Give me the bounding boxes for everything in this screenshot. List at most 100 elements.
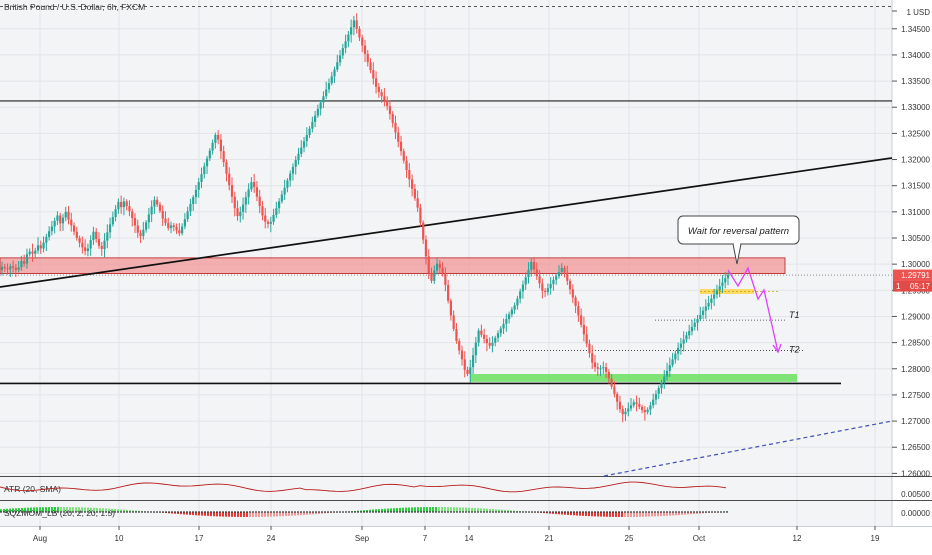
candle-body[interactable] bbox=[145, 222, 147, 229]
candle-body[interactable] bbox=[494, 338, 496, 343]
candle-body[interactable] bbox=[444, 273, 446, 285]
candle-body[interactable] bbox=[203, 166, 205, 174]
candle-body[interactable] bbox=[231, 185, 233, 197]
candle-body[interactable] bbox=[658, 388, 660, 394]
candle-body[interactable] bbox=[525, 277, 527, 284]
candle-body[interactable] bbox=[336, 62, 338, 69]
candle-body[interactable] bbox=[464, 359, 466, 369]
candle-body[interactable] bbox=[264, 216, 266, 222]
candle-body[interactable] bbox=[422, 223, 424, 240]
candle-body[interactable] bbox=[345, 41, 347, 48]
candle-body[interactable] bbox=[647, 410, 649, 413]
candle-body[interactable] bbox=[408, 170, 410, 179]
candle-body[interactable] bbox=[696, 319, 698, 323]
candle-body[interactable] bbox=[120, 202, 122, 207]
candle-body[interactable] bbox=[699, 315, 701, 319]
candle-body[interactable] bbox=[236, 208, 238, 216]
candle-body[interactable] bbox=[48, 231, 50, 237]
candle-body[interactable] bbox=[544, 291, 546, 292]
candle-body[interactable] bbox=[353, 20, 355, 27]
candle-body[interactable] bbox=[198, 182, 200, 190]
candle-body[interactable] bbox=[306, 135, 308, 141]
candle-body[interactable] bbox=[505, 319, 507, 324]
candle-body[interactable] bbox=[270, 222, 272, 224]
candle-body[interactable] bbox=[156, 200, 158, 205]
candle-body[interactable] bbox=[162, 211, 164, 219]
candle-body[interactable] bbox=[674, 354, 676, 360]
candle-body[interactable] bbox=[414, 189, 416, 198]
candle-body[interactable] bbox=[702, 311, 704, 315]
candle-body[interactable] bbox=[103, 241, 105, 249]
candle-body[interactable] bbox=[328, 83, 330, 89]
candle-body[interactable] bbox=[67, 212, 69, 220]
candle-body[interactable] bbox=[669, 365, 671, 371]
candle-body[interactable] bbox=[261, 206, 263, 215]
candle-body[interactable] bbox=[635, 402, 637, 404]
sqz-label[interactable]: SQZMOM_LB (20, 2, 20, 1.5) bbox=[4, 508, 115, 518]
candle-body[interactable] bbox=[663, 377, 665, 383]
candle-body[interactable] bbox=[9, 266, 11, 269]
candle-body[interactable] bbox=[42, 243, 44, 249]
candle-body[interactable] bbox=[347, 35, 349, 42]
candle-body[interactable] bbox=[622, 409, 624, 414]
candle-body[interactable] bbox=[630, 405, 632, 408]
candle-body[interactable] bbox=[214, 135, 216, 143]
candle-body[interactable] bbox=[541, 284, 543, 291]
candle-body[interactable] bbox=[134, 218, 136, 225]
candle-body[interactable] bbox=[151, 207, 153, 215]
candle-body[interactable] bbox=[583, 325, 585, 334]
candle-body[interactable] bbox=[369, 62, 371, 70]
candle-body[interactable] bbox=[400, 142, 402, 151]
candle-body[interactable] bbox=[641, 407, 643, 410]
candle-body[interactable] bbox=[167, 223, 169, 228]
candle-body[interactable] bbox=[483, 335, 485, 339]
candle-body[interactable] bbox=[90, 240, 92, 248]
candle-body[interactable] bbox=[367, 54, 369, 62]
candle-body[interactable] bbox=[605, 367, 607, 372]
candle-body[interactable] bbox=[375, 78, 377, 86]
candle-body[interactable] bbox=[245, 197, 247, 204]
candle-body[interactable] bbox=[331, 76, 333, 83]
candle-body[interactable] bbox=[708, 303, 710, 307]
candle-body[interactable] bbox=[724, 278, 726, 282]
candle-body[interactable] bbox=[403, 151, 405, 160]
candle-body[interactable] bbox=[508, 314, 510, 319]
candle-body[interactable] bbox=[142, 230, 144, 236]
candle-body[interactable] bbox=[680, 344, 682, 348]
candle-body[interactable] bbox=[342, 48, 344, 55]
candle-body[interactable] bbox=[278, 201, 280, 208]
candle-body[interactable] bbox=[164, 219, 166, 223]
support-zone[interactable] bbox=[470, 374, 797, 382]
candle-body[interactable] bbox=[131, 211, 133, 218]
candle-body[interactable] bbox=[500, 328, 502, 333]
candle-body[interactable] bbox=[95, 232, 97, 239]
candle-body[interactable] bbox=[242, 205, 244, 212]
candle-body[interactable] bbox=[558, 272, 560, 276]
candle-body[interactable] bbox=[239, 212, 241, 216]
candle-body[interactable] bbox=[209, 151, 211, 159]
candle-body[interactable] bbox=[425, 240, 427, 257]
candle-body[interactable] bbox=[364, 46, 366, 54]
candle-body[interactable] bbox=[126, 201, 128, 206]
candle-body[interactable] bbox=[511, 310, 513, 315]
candle-body[interactable] bbox=[26, 254, 28, 263]
candle-body[interactable] bbox=[300, 148, 302, 154]
candle-body[interactable] bbox=[727, 275, 729, 279]
candle-body[interactable] bbox=[256, 187, 258, 196]
candle-body[interactable] bbox=[439, 264, 441, 268]
candle-body[interactable] bbox=[350, 27, 352, 34]
candle-body[interactable] bbox=[45, 237, 47, 243]
candle-body[interactable] bbox=[195, 190, 197, 197]
candle-body[interactable] bbox=[248, 189, 250, 197]
candle-body[interactable] bbox=[358, 29, 360, 38]
candle-body[interactable] bbox=[566, 273, 568, 281]
candle-body[interactable] bbox=[502, 324, 504, 329]
candle-body[interactable] bbox=[710, 299, 712, 303]
candle-body[interactable] bbox=[217, 135, 219, 140]
candle-body[interactable] bbox=[139, 233, 141, 236]
candle-body[interactable] bbox=[660, 382, 662, 388]
candle-body[interactable] bbox=[259, 197, 261, 206]
candle-body[interactable] bbox=[333, 70, 335, 77]
